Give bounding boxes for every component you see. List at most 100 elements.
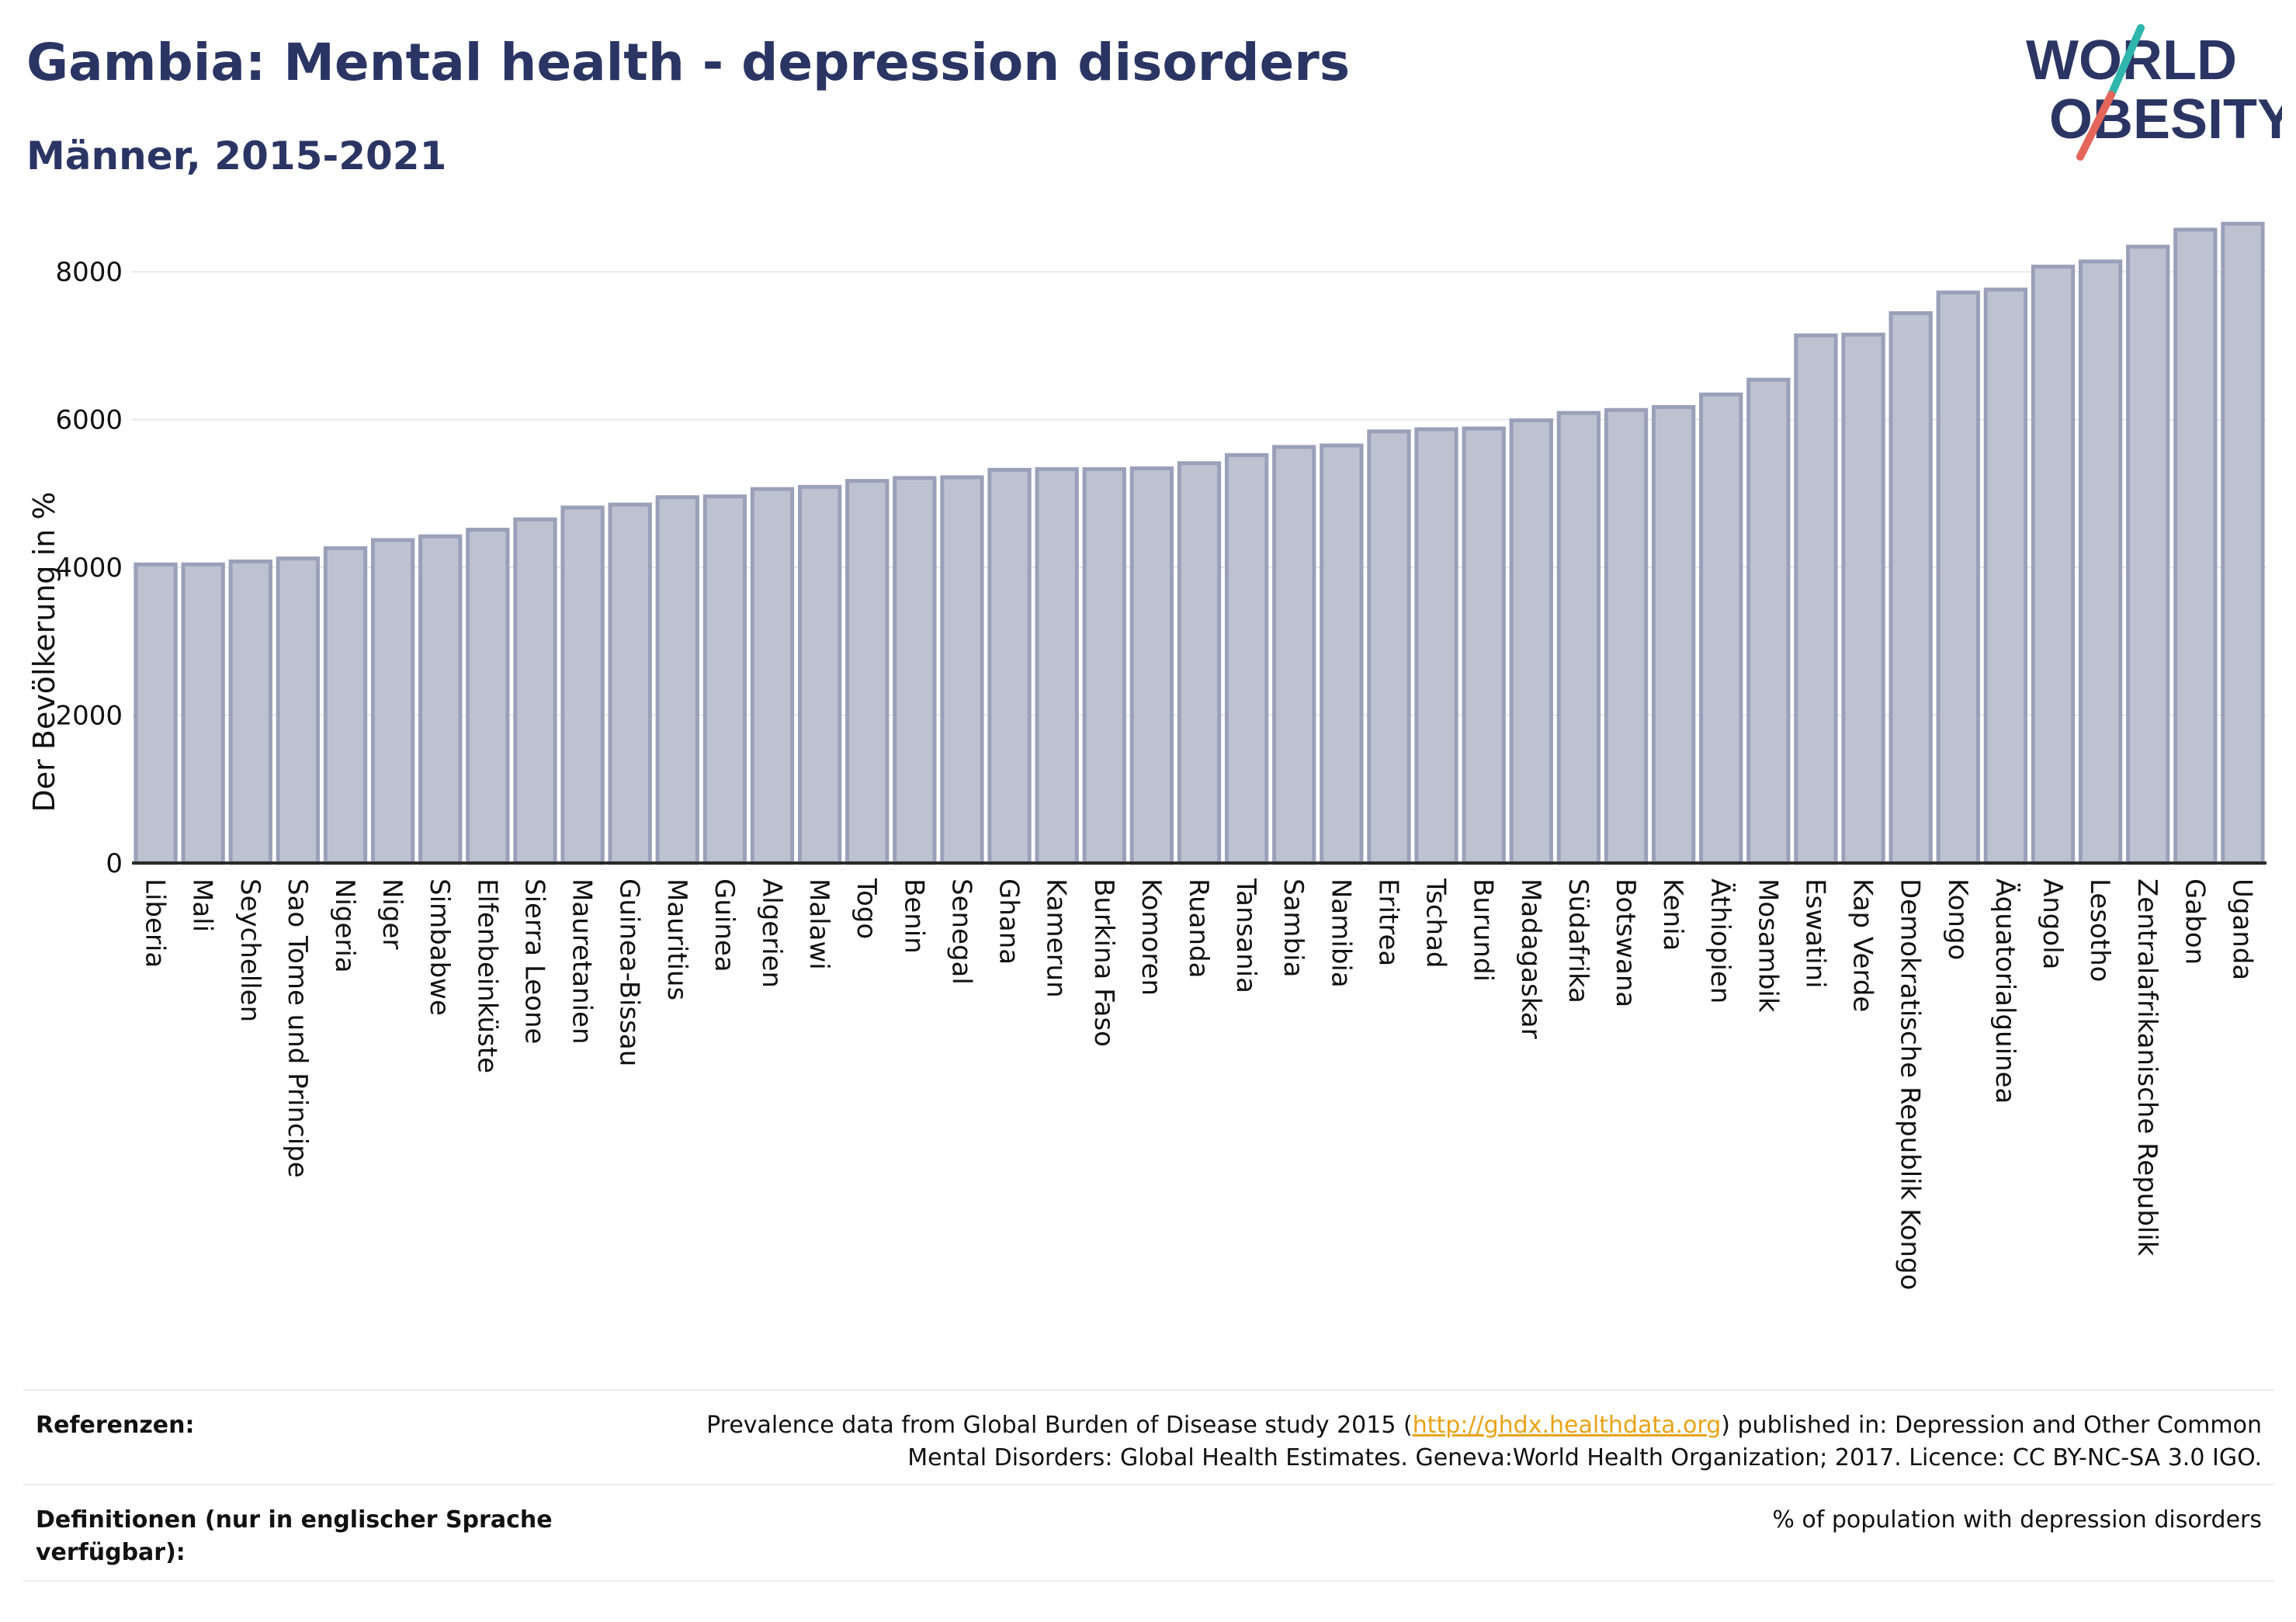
bar <box>1462 426 1506 865</box>
x-tick-label: Uganda <box>2226 879 2257 980</box>
bar <box>1177 461 1222 865</box>
x-tick-label: Kamerun <box>1041 879 1072 998</box>
bar <box>1699 392 1743 865</box>
bar <box>845 479 890 865</box>
bar <box>1509 418 1553 865</box>
bar-chart: 0 2000 4000 6000 8000 Liberia Mali Seychellen S… <box>27 221 2267 1290</box>
y-axis-title: Der Bevölkerung in % <box>27 492 61 813</box>
x-tick-label: Niger <box>376 879 408 949</box>
bar <box>1035 466 1079 865</box>
definitions-text: % of population with depression disorder… <box>1772 1506 2262 1534</box>
x-tick-label: Togo <box>851 878 882 939</box>
x-tick-label: Simbabwe <box>424 879 455 1016</box>
x-tick-label: Botswana <box>1610 879 1641 1007</box>
bar <box>1936 290 1980 865</box>
y-tick-label: 0 <box>106 848 123 879</box>
bar <box>134 562 178 865</box>
x-tick-label: Ghana <box>994 879 1025 965</box>
x-tick-label: Sambia <box>1278 879 1309 977</box>
footer-bottom-divider <box>23 1580 2274 1582</box>
x-tick-label: Liberia <box>140 879 171 968</box>
bar <box>1604 407 1649 865</box>
bar <box>560 505 605 865</box>
x-tick-label: Burundi <box>1468 879 1499 982</box>
bar <box>323 546 368 865</box>
x-tick-label: Mauritius <box>661 879 692 1000</box>
bar <box>702 494 747 865</box>
x-tick-label: Südafrika <box>1562 879 1594 1003</box>
bar <box>1414 427 1458 865</box>
bar <box>418 534 463 865</box>
bar <box>466 528 510 865</box>
x-tick-label: Komoren <box>1136 879 1167 996</box>
bar <box>797 484 842 865</box>
x-tick-label: Nigeria <box>329 879 360 973</box>
bar <box>1320 443 1364 865</box>
y-axis-ticks: 0 2000 4000 6000 8000 <box>55 257 123 879</box>
bar <box>1841 332 1885 865</box>
y-tick-label: 6000 <box>55 405 123 436</box>
x-tick-label: Ruanda <box>1183 879 1214 978</box>
bar <box>987 467 1032 865</box>
bar <box>370 538 415 865</box>
x-tick-label: Sierra Leone <box>519 879 550 1044</box>
bar <box>1272 445 1316 865</box>
x-tick-label: Malawi <box>803 879 834 970</box>
x-tick-label: Zentralafrikanische Republik <box>2131 879 2162 1256</box>
references-link[interactable]: http://ghdx.healthdata.org <box>1412 1412 1722 1439</box>
x-tick-label: Tansania <box>1230 878 1261 993</box>
x-tick-label: Tschad <box>1420 878 1451 969</box>
x-tick-label: Namibia <box>1325 879 1356 988</box>
x-tick-label: Eswatini <box>1799 879 1830 989</box>
bar <box>1983 287 2028 865</box>
x-tick-label: Äquatorialguinea <box>1989 879 2020 1104</box>
x-tick-label: Demokratische Republik Kongo <box>1895 879 1926 1290</box>
bar <box>655 495 699 865</box>
x-tick-label: Algerien <box>756 879 787 988</box>
bar <box>608 502 652 865</box>
bar <box>940 475 984 865</box>
bar <box>1129 466 1174 865</box>
references-text: Prevalence data from Global Burden of Di… <box>647 1409 2262 1475</box>
x-tick-label: Senegal <box>945 879 976 985</box>
x-tick-label: Madagaskar <box>1515 879 1546 1039</box>
logo-slash-bottom <box>2076 91 2115 161</box>
x-tick-label: Lesotho <box>2084 879 2115 982</box>
x-tick-label: Kap Verde <box>1847 879 1878 1012</box>
x-tick-label: Guinea-Bissau <box>614 879 645 1066</box>
x-tick-label: Äthiopien <box>1705 879 1736 1003</box>
page-title: Gambia: Mental health - depression disor… <box>26 33 1351 92</box>
bar <box>228 559 272 865</box>
bar <box>1794 333 1838 865</box>
bar <box>2126 244 2170 865</box>
x-tick-label: Sao Tome und Principe <box>282 879 313 1178</box>
bar <box>1651 404 1696 865</box>
x-tick-label: Kongo <box>1942 879 1973 960</box>
bar <box>893 476 937 865</box>
bar <box>181 562 225 865</box>
bar <box>276 556 321 865</box>
y-tick-label: 2000 <box>55 701 123 732</box>
world-obesity-logo: WORLD OBESITY <box>2026 24 2282 161</box>
bar <box>2031 265 2076 865</box>
x-tick-label: Seychellen <box>234 879 265 1022</box>
bar <box>2078 259 2123 865</box>
x-tick-label: Kenia <box>1657 879 1688 951</box>
x-tick-label: Burkina Faso <box>1088 879 1119 1047</box>
y-tick-label: 8000 <box>55 257 123 288</box>
references-row: Referenzen: Prevalence data from Global … <box>23 1389 2274 1484</box>
x-tick-label: Gabon <box>2179 879 2210 965</box>
bar <box>1746 377 1791 865</box>
definitions-label: Definitionen (nur in englischer Sprache … <box>36 1506 553 1566</box>
bar <box>1224 452 1269 865</box>
logo-slash-top <box>2107 24 2145 99</box>
x-tick-label: Angola <box>2037 879 2068 969</box>
bar <box>513 517 557 865</box>
x-tick-label: Mali <box>187 879 218 932</box>
bar <box>1367 429 1411 865</box>
bar <box>750 487 795 865</box>
bar <box>1556 411 1601 865</box>
x-tick-label: Guinea <box>709 879 740 972</box>
references-text-before: Prevalence data from Global Burden of Di… <box>706 1412 1413 1439</box>
bar <box>1082 466 1126 865</box>
